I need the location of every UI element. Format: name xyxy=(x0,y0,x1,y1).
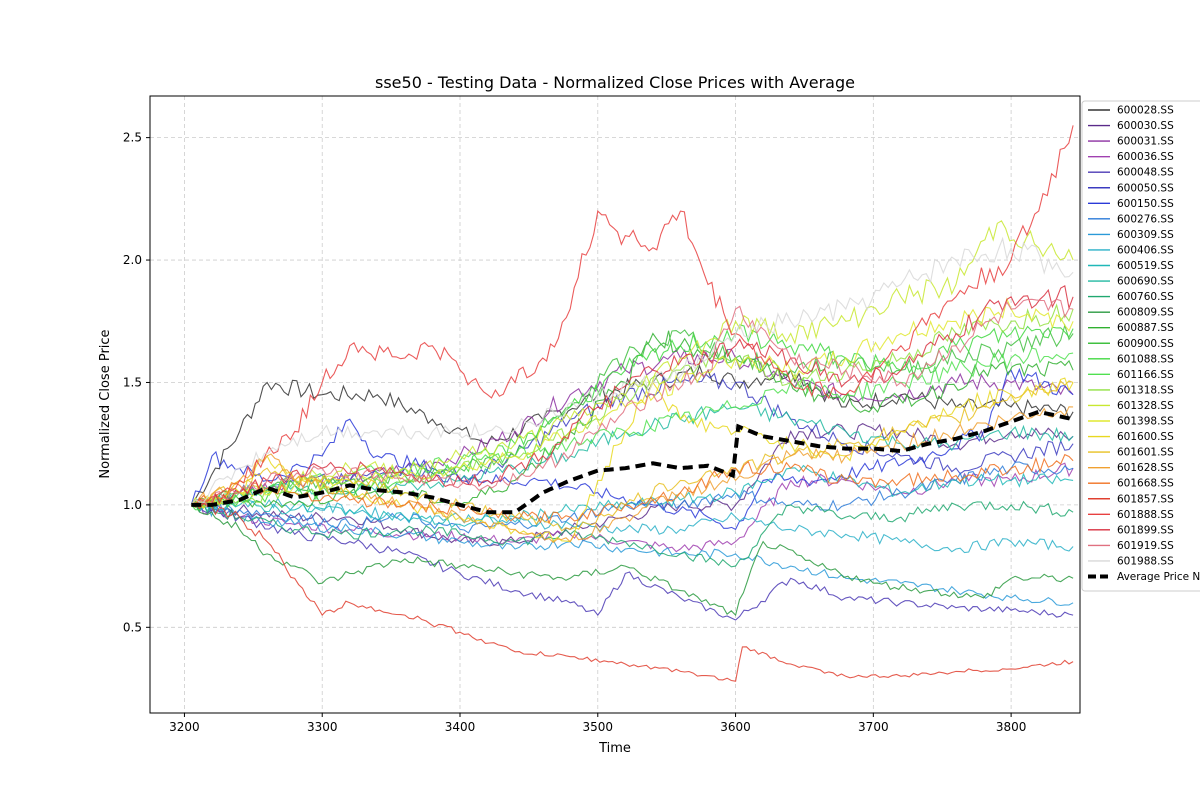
series-line xyxy=(190,464,1074,529)
legend-label: 600050.SS xyxy=(1117,182,1174,194)
x-tick-label: 3600 xyxy=(720,720,751,734)
series-lines xyxy=(190,125,1074,682)
legend-label: 600048.SS xyxy=(1117,167,1174,179)
x-tick-label: 3200 xyxy=(169,720,200,734)
series-line xyxy=(190,499,1074,607)
series-line xyxy=(190,494,1074,554)
legend-label: 601899.SS xyxy=(1117,524,1174,536)
average-series-line xyxy=(191,409,1074,515)
legend-label: 600028.SS xyxy=(1117,105,1174,117)
legend-label: 601988.SS xyxy=(1117,555,1174,567)
legend-label: 600406.SS xyxy=(1117,244,1174,256)
legend-label: 601668.SS xyxy=(1117,478,1174,490)
legend-label: 601166.SS xyxy=(1117,369,1174,381)
legend-label: 600809.SS xyxy=(1117,307,1174,319)
legend-label: 600036.SS xyxy=(1117,151,1174,163)
series-line xyxy=(191,453,1074,525)
legend-label: 601318.SS xyxy=(1117,384,1174,396)
y-axis-label: Normalized Close Price xyxy=(98,329,113,478)
y-tick-label: 1.5 xyxy=(123,375,142,389)
y-tick-label: 2.0 xyxy=(123,253,142,267)
series-line xyxy=(191,297,1074,506)
legend-label: 600760.SS xyxy=(1117,291,1174,303)
series-line xyxy=(190,236,1074,506)
x-tick-label: 3800 xyxy=(996,720,1027,734)
legend-label: 600900.SS xyxy=(1117,338,1174,350)
legend-label: 600030.SS xyxy=(1117,120,1174,132)
plot-area-frame xyxy=(149,95,1081,714)
legend-label: 601398.SS xyxy=(1117,416,1174,428)
x-tick-label: 3500 xyxy=(583,720,614,734)
legend: 600028.SS 600030.SS 600031.SS 600036.SS 6000… xyxy=(1081,100,1200,592)
legend-box xyxy=(1081,100,1200,592)
series-line xyxy=(191,504,1074,621)
series-line xyxy=(191,284,1074,508)
series-line xyxy=(191,406,1074,544)
series-line xyxy=(191,504,1074,617)
series-line xyxy=(191,380,1074,532)
series-line xyxy=(191,422,1074,547)
chart-title: sse50 - Testing Data - Normalized Close … xyxy=(375,73,855,92)
legend-label: 601088.SS xyxy=(1117,353,1174,365)
y-tick-label: 2.5 xyxy=(123,131,142,145)
series-line xyxy=(190,298,1074,508)
legend-label: 600031.SS xyxy=(1117,136,1174,148)
grid xyxy=(150,96,1080,713)
series-line xyxy=(191,502,1074,682)
y-tick-label: 0.5 xyxy=(123,620,142,634)
series-line xyxy=(191,347,1074,508)
series-line xyxy=(190,220,1074,509)
legend-label: 600276.SS xyxy=(1117,213,1174,225)
legend-label: 600150.SS xyxy=(1117,198,1174,210)
x-tick-label: 3300 xyxy=(307,720,338,734)
series-line xyxy=(190,367,1074,531)
y-tick-label: 1.0 xyxy=(123,498,142,512)
legend-label: 601628.SS xyxy=(1117,462,1174,474)
x-tick-label: 3700 xyxy=(858,720,889,734)
legend-label: 600309.SS xyxy=(1117,229,1174,241)
legend-label: 601600.SS xyxy=(1117,431,1174,443)
legend-label: 600519.SS xyxy=(1117,260,1174,272)
legend-label: 601857.SS xyxy=(1117,493,1174,505)
legend-label: Average Price N xyxy=(1117,571,1200,583)
x-tick-label: 3400 xyxy=(445,720,476,734)
legend-label: 601888.SS xyxy=(1117,509,1174,521)
legend-label: 601601.SS xyxy=(1117,447,1174,459)
legend-label: 600887.SS xyxy=(1117,322,1174,334)
axis-ticks: 3200 3300 3400 3500 3600 3700 3800 0.5 1.0 1.5 2.0… xyxy=(123,131,1026,734)
legend-label: 601919.SS xyxy=(1117,540,1174,552)
series-line xyxy=(191,125,1074,507)
legend-label: 601328.SS xyxy=(1117,400,1174,412)
series-line xyxy=(190,324,1074,511)
series-line xyxy=(191,323,1074,508)
series-line xyxy=(190,500,1074,568)
series-line xyxy=(191,461,1074,534)
x-axis-label: Time xyxy=(598,741,631,756)
legend-label: 600690.SS xyxy=(1117,276,1174,288)
